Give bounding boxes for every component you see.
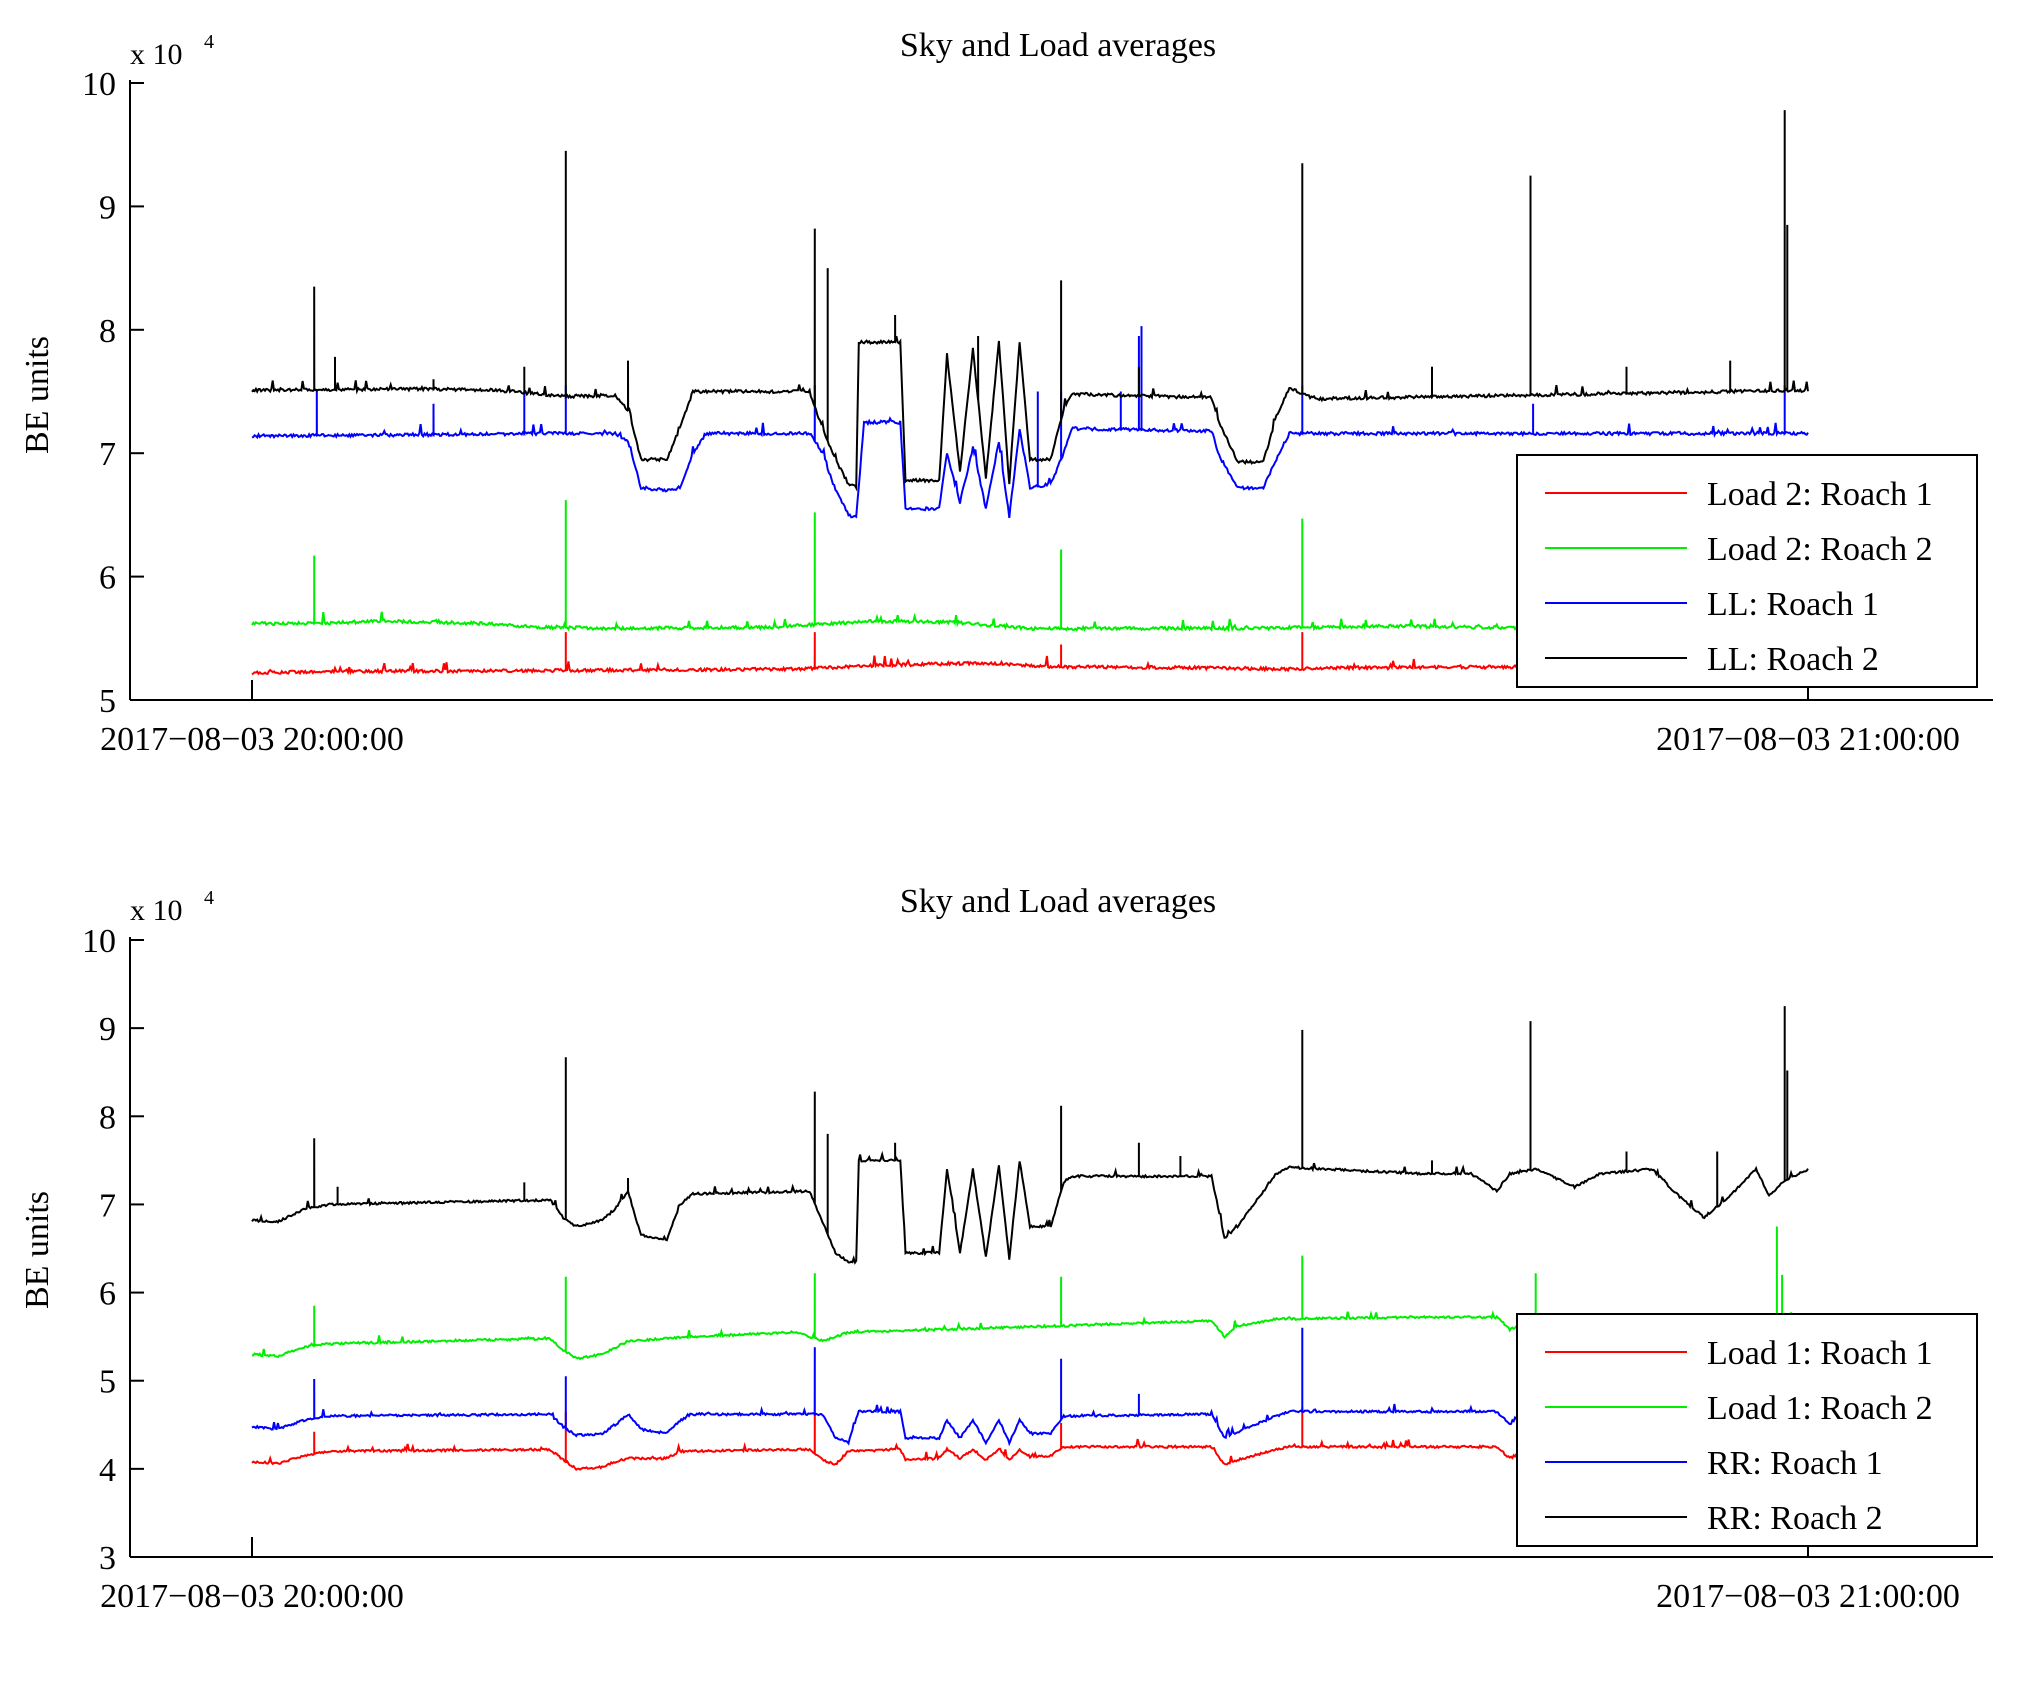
top-y-axis-label: BE units <box>19 336 56 454</box>
bottom-y-multiplier-exponent: 4 <box>204 887 214 909</box>
top-y-multiplier-exponent: 4 <box>204 31 214 53</box>
top-y-ticks: 5 6 7 8 9 10 <box>82 66 144 720</box>
legend-box <box>1516 454 1978 688</box>
legend-label: LL: Roach 1 <box>1707 586 1879 623</box>
y-tick-label: 3 <box>99 1540 116 1577</box>
bottom-y-ticks: 3 4 5 6 7 8 9 10 <box>82 923 144 1577</box>
top-chart-title: Sky and Load averages <box>900 27 1216 64</box>
y-tick-label: 5 <box>99 683 116 720</box>
bottom-x-ticks: 2017−08−03 20:00:00 2017−08−03 21:00:00 <box>100 1537 1960 1615</box>
legend-label: RR: Roach 1 <box>1707 1445 1883 1482</box>
y-tick-label: 5 <box>99 1364 116 1401</box>
y-tick-label: 8 <box>99 313 116 350</box>
legend-label: Load 1: Roach 2 <box>1707 1390 1933 1427</box>
y-tick-label: 6 <box>99 1276 116 1313</box>
legend-label: RR: Roach 2 <box>1707 1500 1883 1537</box>
y-tick-label: 9 <box>99 189 116 226</box>
x-tick-label: 2017−08−03 20:00:00 <box>100 1578 404 1615</box>
top-legend: Load 2: Roach 1 Load 2: Roach 2 LL: Roach … <box>1516 454 1978 688</box>
y-tick-label: 4 <box>99 1452 116 1489</box>
y-tick-label: 9 <box>99 1011 116 1048</box>
top-y-multiplier: x 10 <box>130 38 183 71</box>
bottom-y-axis-label: BE units <box>19 1191 56 1309</box>
legend-label: Load 2: Roach 2 <box>1707 531 1933 568</box>
x-tick-label: 2017−08−03 21:00:00 <box>1656 721 1960 758</box>
y-tick-label: 7 <box>99 1187 116 1224</box>
legend-label: LL: Roach 2 <box>1707 641 1879 678</box>
x-tick-label: 2017−08−03 21:00:00 <box>1656 1578 1960 1615</box>
top-x-ticks: 2017−08−03 20:00:00 2017−08−03 21:00:00 <box>100 680 1960 758</box>
bottom-legend: Load 1: Roach 1 Load 1: Roach 2 RR: Roach … <box>1516 1313 1978 1547</box>
bottom-chart: Sky and Load averages x 10 4 BE units 3 4… <box>19 883 1993 1615</box>
legend-label: Load 1: Roach 1 <box>1707 1335 1933 1372</box>
top-chart: Sky and Load averages x 10 4 BE units 5 6… <box>19 27 1993 758</box>
series-line <box>251 110 1809 492</box>
bottom-y-multiplier: x 10 <box>130 894 183 927</box>
series-line <box>251 1006 1809 1265</box>
y-tick-label: 6 <box>99 560 116 597</box>
y-tick-label: 7 <box>99 436 116 473</box>
x-tick-label: 2017−08−03 20:00:00 <box>100 721 404 758</box>
legend-label: Load 2: Roach 1 <box>1707 476 1933 513</box>
series-line <box>251 326 1809 519</box>
y-tick-label: 10 <box>82 923 116 960</box>
bottom-chart-title: Sky and Load averages <box>900 883 1216 920</box>
y-tick-label: 8 <box>99 1099 116 1136</box>
y-tick-label: 10 <box>82 66 116 103</box>
